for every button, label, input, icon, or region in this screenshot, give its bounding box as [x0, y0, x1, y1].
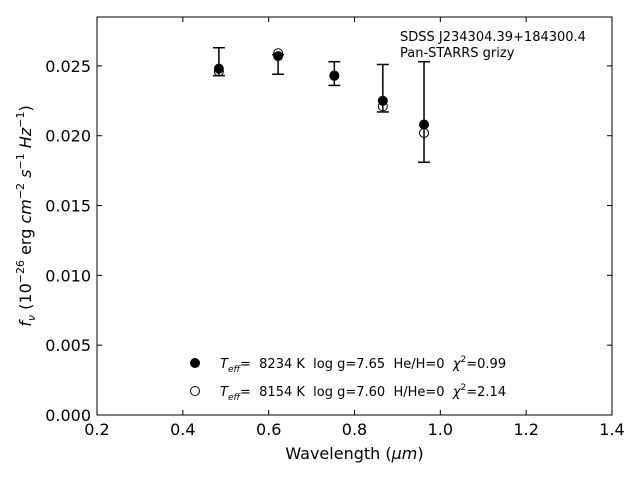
model-point-filled	[273, 51, 284, 62]
error-bars	[212, 46, 431, 163]
model-point-filled	[213, 63, 224, 74]
y-tick-label: 0.025	[45, 57, 91, 76]
x-tick-label: 0.6	[256, 420, 281, 439]
x-tick-label: 0.2	[84, 420, 109, 439]
data-points	[213, 48, 430, 138]
model-point-open	[419, 127, 430, 138]
y-axis-label: fν (10−26 erg cm−2 s−1 Hz−1)	[14, 105, 38, 326]
x-tick-label: 0.4	[170, 420, 195, 439]
model-point-open	[273, 48, 284, 59]
y-tick-label: 0.010	[45, 266, 91, 285]
model-point-open	[213, 66, 224, 77]
x-axis: 0.2 0.4 0.6 0.8 1.0 1.2 1.4	[84, 17, 625, 439]
x-tick-label: 1.2	[513, 420, 538, 439]
y-tick-label: 0.020	[45, 127, 91, 146]
y-tick-label: 0.000	[45, 406, 91, 425]
y-tick-label: 0.015	[45, 197, 91, 216]
model-point-filled	[377, 95, 388, 106]
x-axis-label: Wavelength (μm)	[285, 444, 423, 463]
legend: Teff= 8234 K log g=7.65 He/H=0 χ2=0.99 T…	[190, 355, 506, 403]
plot-frame	[96, 16, 613, 416]
y-axis: 0.000 0.005 0.010 0.015 0.020 0.025	[45, 57, 612, 425]
legend-marker-open	[190, 386, 200, 396]
y-tick-label: 0.005	[45, 336, 91, 355]
model-point-open	[329, 70, 340, 81]
legend-entry-1: Teff= 8234 K log g=7.65 He/H=0 χ2=0.99	[220, 355, 506, 375]
object-name-annotation: SDSS J234304.39+184300.4	[400, 30, 586, 45]
legend-entry-2: Teff= 8154 K log g=7.60 H/He=0 χ2=2.14	[220, 383, 506, 403]
model-point-filled	[419, 119, 430, 130]
model-point-open	[377, 101, 388, 112]
x-tick-label: 0.8	[342, 420, 367, 439]
x-tick-label: 1.4	[599, 420, 624, 439]
survey-annotation: Pan-STARRS grizy	[400, 46, 515, 61]
x-tick-label: 1.0	[428, 420, 453, 439]
legend-marker-filled	[190, 358, 200, 368]
